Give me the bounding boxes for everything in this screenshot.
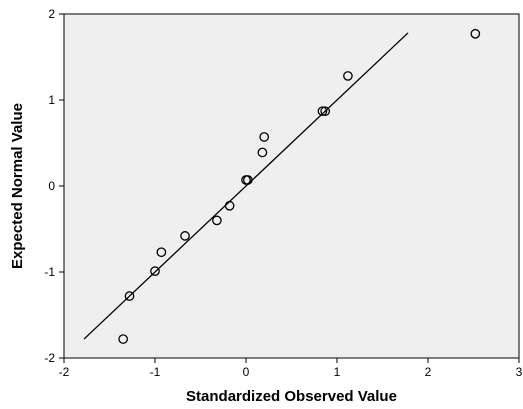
x-tick-label: 1 [334, 365, 341, 379]
data-point [156, 247, 167, 258]
data-point [343, 71, 353, 81]
y-axis-ticks: -2 -1 0 1 2 [44, 7, 64, 365]
x-axis-title: Standardized Observed Value [186, 388, 397, 405]
x-tick-label: 0 [243, 365, 250, 379]
data-point [470, 28, 481, 39]
data-point [317, 106, 328, 117]
data-point [150, 266, 160, 276]
x-axis-ticks: -2 -1 0 1 2 3 [59, 358, 523, 379]
y-tick-label: 1 [48, 93, 55, 107]
data-point [124, 291, 135, 301]
data-point [180, 231, 190, 241]
y-tick-label: 2 [48, 7, 55, 21]
data-point [212, 215, 222, 226]
reference-line [83, 32, 409, 340]
data-point [118, 334, 129, 344]
data-point [224, 200, 235, 211]
y-axis-title: Expected Normal Value [9, 103, 26, 269]
data-point [242, 175, 253, 185]
plot-area [63, 13, 520, 359]
data-point [320, 106, 331, 117]
data-point [257, 147, 268, 158]
x-tick-label: 2 [425, 365, 432, 379]
y-tick-label: 0 [48, 179, 55, 193]
x-tick-label: -1 [150, 365, 161, 379]
y-tick-label: -1 [44, 265, 55, 279]
data-point [259, 132, 270, 142]
y-tick-label: -2 [44, 351, 55, 365]
x-tick-label: -2 [59, 365, 70, 379]
data-points [118, 28, 481, 344]
x-tick-label: 3 [516, 365, 523, 379]
